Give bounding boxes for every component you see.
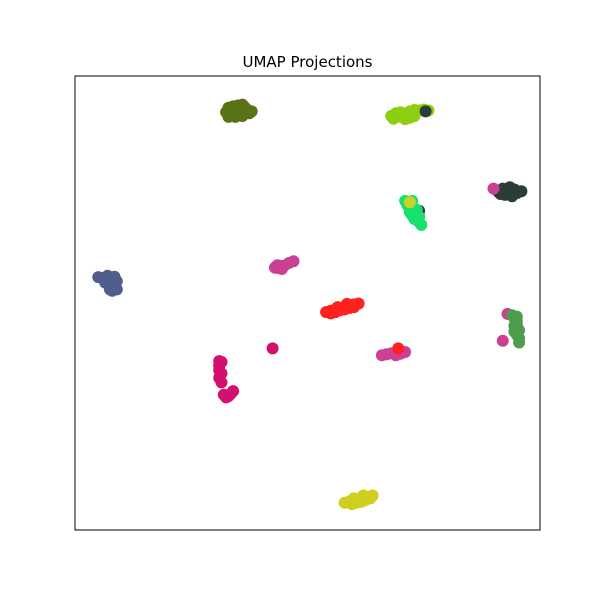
scatter-point-s6-p6 xyxy=(287,255,300,268)
scatter-point-s3-p9 xyxy=(410,203,423,216)
scatter-point-s2-p0 xyxy=(419,105,432,118)
scatter-point-s8-p11 xyxy=(508,319,521,332)
scatter-point-s0-p17 xyxy=(220,106,233,119)
scatter-point-s4-p0 xyxy=(403,196,416,209)
scatter-point-s1-p12 xyxy=(387,112,400,125)
scatter-point-s10-p12 xyxy=(348,492,360,505)
scatter-point-s2-p13 xyxy=(506,190,519,203)
scatter-point-s7-p16 xyxy=(392,342,405,355)
scatter-point-s0-p15 xyxy=(245,105,258,118)
plot-area-frame xyxy=(74,75,541,531)
scatter-point-s2-p10 xyxy=(515,185,528,198)
scatter-point-s6-p8 xyxy=(487,182,500,195)
scatter-point-s6-p7 xyxy=(271,259,284,272)
scatter-points-layer xyxy=(92,98,528,511)
scatter-point-s6-p10 xyxy=(496,334,509,347)
scatter-point-s10-p13 xyxy=(357,489,370,502)
scatter-point-s1-p13 xyxy=(408,110,421,122)
scatter-point-s9-p0 xyxy=(266,342,279,355)
scatter-point-s7-p15 xyxy=(341,297,353,310)
scatter-point-s5-p13 xyxy=(108,270,121,283)
scatter-point-s8-p8 xyxy=(513,336,526,349)
scatter-point-s9-p7 xyxy=(215,376,228,389)
chart-title: UMAP Projections xyxy=(243,53,373,71)
scatter-point-s9-p12 xyxy=(227,385,240,398)
scatter-point-s7-p14 xyxy=(331,301,344,314)
scatter-point-s8-p9 xyxy=(510,310,523,323)
